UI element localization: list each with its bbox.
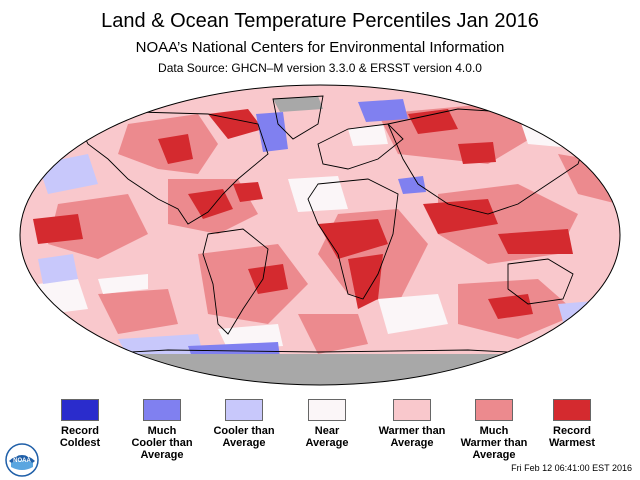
legend-swatch xyxy=(143,399,181,421)
legend-label: Much Cooler than Average xyxy=(131,425,193,461)
greenland-outline xyxy=(272,95,324,140)
europe-outline xyxy=(317,123,404,170)
map-title: Land & Ocean Temperature Percentiles Jan… xyxy=(101,10,539,32)
north-america-outline xyxy=(77,111,269,225)
legend-swatch xyxy=(393,399,431,421)
africa-outline xyxy=(307,178,399,300)
legend-swatch xyxy=(61,399,99,421)
legend-item-warmer: Warmer than Average xyxy=(372,399,452,449)
legend-swatch xyxy=(308,399,346,421)
australia-outline xyxy=(507,258,574,305)
legend-swatch xyxy=(553,399,591,421)
data-source: Data Source: GHCN–M version 3.3.0 & ERSS… xyxy=(158,61,482,75)
legend-item-near-average: Near Average xyxy=(287,399,367,449)
world-map xyxy=(19,84,621,386)
legend-item-record-coldest: Record Coldest xyxy=(40,399,120,449)
missing-data-greenland xyxy=(273,96,323,112)
noaa-logo-icon: NOAA xyxy=(5,443,39,477)
legend-item-cooler: Cooler than Average xyxy=(204,399,284,449)
svg-text:NOAA: NOAA xyxy=(13,458,31,464)
legend-item-much-cooler: Much Cooler than Average xyxy=(122,399,202,461)
record-warm-regions xyxy=(33,109,573,319)
legend-swatch xyxy=(225,399,263,421)
legend-label: Much Warmer than Average xyxy=(460,425,528,461)
missing-data-antarctica xyxy=(20,354,620,385)
timestamp: Fri Feb 12 06:41:00 EST 2016 xyxy=(511,463,632,473)
south-america-outline xyxy=(202,228,269,335)
legend-item-much-warmer: Much Warmer than Average xyxy=(454,399,534,461)
legend-label: Warmer than Average xyxy=(378,425,446,449)
legend-label: Cooler than Average xyxy=(213,425,275,449)
legend-label: Near Average xyxy=(305,425,349,449)
legend-label: Record Coldest xyxy=(59,425,101,449)
legend-label: Record Warmest xyxy=(548,425,596,449)
legend-swatch xyxy=(475,399,513,421)
map-subtitle: NOAA’s National Centers for Environmenta… xyxy=(135,39,505,56)
legend-item-record-warmest: Record Warmest xyxy=(532,399,612,449)
